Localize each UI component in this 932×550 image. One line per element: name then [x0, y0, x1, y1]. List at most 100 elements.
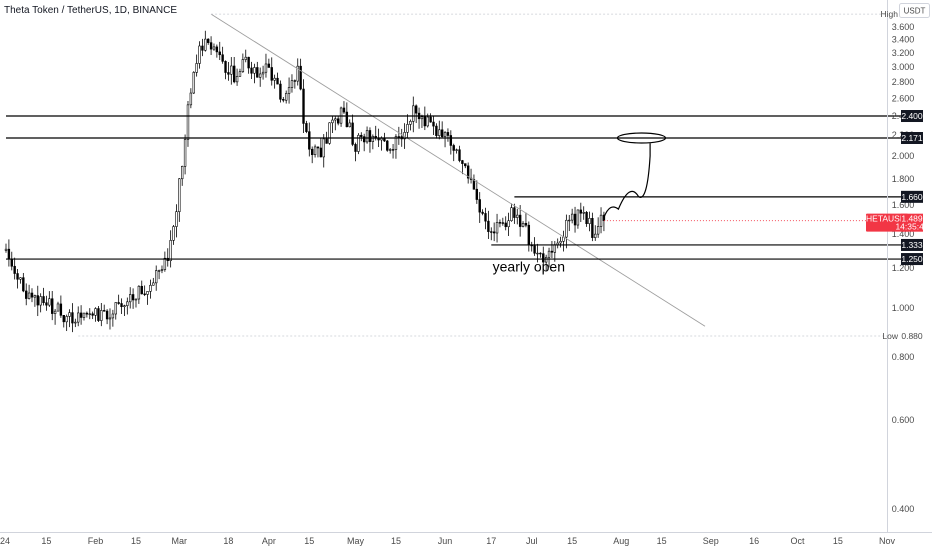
candle-body — [152, 282, 155, 286]
candle-body — [504, 222, 507, 228]
candle-body — [478, 199, 481, 213]
candle-body — [484, 213, 487, 222]
level-tag-label: 1.333 — [901, 240, 923, 250]
candle-body — [51, 298, 54, 314]
candle-body — [386, 140, 389, 151]
candle-body — [588, 218, 591, 224]
candle-body — [65, 316, 68, 323]
candle-body — [527, 224, 531, 246]
candle-body — [539, 252, 542, 255]
candle-body — [126, 301, 129, 306]
candle-body — [238, 71, 242, 77]
candle-body — [596, 226, 600, 235]
candle-body — [536, 252, 539, 255]
y-tick-label: 1.200 — [892, 263, 915, 273]
candle-body — [559, 241, 562, 244]
y-tick-label: 0.800 — [892, 352, 915, 362]
candle-body — [412, 105, 415, 122]
candle-body — [235, 76, 239, 83]
candle-body — [22, 277, 25, 292]
candle-body — [547, 250, 551, 258]
candle-body — [13, 265, 16, 274]
trendline-layer — [210, 13, 706, 327]
candle-body — [279, 83, 282, 100]
candle-body — [178, 178, 181, 212]
low-marker-label: Low — [882, 331, 898, 341]
candle-body — [426, 116, 429, 127]
candle-body — [123, 305, 126, 308]
projection-path[interactable] — [603, 143, 651, 218]
candle-body — [599, 214, 603, 227]
annotation-layer: yearly open — [493, 259, 565, 275]
time-axis[interactable]: 24 15 Feb 15 Mar 18 Apr 15 May 15 Jun 17 Jul 15 Aug 15 S… — [0, 536, 895, 546]
descending-trendline[interactable] — [210, 13, 706, 327]
levels-layer — [6, 115, 920, 260]
candle-body — [103, 310, 106, 312]
candle-body — [273, 77, 276, 81]
candle-body — [322, 138, 325, 158]
candle-body — [544, 256, 548, 263]
currency-button[interactable]: USDT — [899, 3, 930, 18]
candle-body — [368, 130, 372, 142]
candle-body — [244, 56, 247, 60]
candle-body — [201, 45, 204, 51]
candle-body — [492, 231, 496, 234]
candle-body — [62, 315, 65, 323]
candle-body — [328, 122, 331, 144]
candle-body — [157, 270, 161, 272]
x-tick-label: Nov — [879, 536, 896, 546]
candle-body — [345, 111, 349, 128]
x-tick-label: Jun — [438, 536, 453, 546]
currency-label: USDT — [904, 7, 926, 16]
x-tick-label: 15 — [657, 536, 667, 546]
candle-body — [155, 270, 158, 284]
candle-body — [388, 149, 392, 151]
y-tick-label: 1.600 — [892, 200, 915, 210]
candle-body — [160, 269, 164, 271]
candle-body — [414, 105, 418, 114]
candle-body — [105, 310, 109, 320]
candle-body — [146, 291, 149, 295]
target-ellipse[interactable] — [616, 132, 667, 144]
candle-body — [383, 138, 386, 142]
price-tags-layer: 2.4002.1711.6601.3331.250High3.820Low0.8… — [78, 9, 929, 341]
candle-body — [435, 125, 438, 136]
candle-body — [82, 312, 86, 318]
level-tag-bg — [901, 110, 923, 123]
candle-body — [218, 51, 221, 56]
x-tick-label: Feb — [88, 536, 104, 546]
candle-body — [111, 313, 115, 319]
candle-body — [397, 136, 401, 138]
candle-countdown: 14:35:45 — [895, 222, 928, 232]
current-price-axis-bg — [901, 213, 923, 232]
candle-body — [449, 135, 453, 146]
candle-body — [36, 295, 39, 306]
y-tick-label: 2.600 — [892, 93, 915, 103]
candle-body — [394, 136, 398, 150]
candle-body — [195, 63, 198, 73]
candle-body — [308, 131, 311, 150]
candle-body — [490, 231, 493, 233]
candle-body — [140, 285, 143, 295]
candle-body — [230, 65, 233, 75]
candle-body — [354, 144, 357, 152]
candle-body — [302, 88, 305, 124]
candle-body — [432, 121, 435, 127]
candle-body — [39, 296, 42, 306]
candle-body — [209, 42, 213, 50]
candle-body — [487, 220, 490, 232]
candle-body — [313, 146, 317, 156]
candle-body — [71, 312, 74, 324]
candle-body — [253, 67, 256, 74]
candle-body — [204, 38, 207, 51]
candle-body — [524, 223, 528, 226]
candle-body — [452, 145, 455, 151]
candle-body — [85, 312, 89, 315]
projection-drawing-layer — [603, 132, 667, 218]
candle-body — [553, 244, 557, 253]
candle-body — [134, 298, 138, 301]
candle-body — [287, 87, 291, 94]
x-tick-label: 15 — [41, 536, 51, 546]
candle-body — [19, 277, 22, 280]
